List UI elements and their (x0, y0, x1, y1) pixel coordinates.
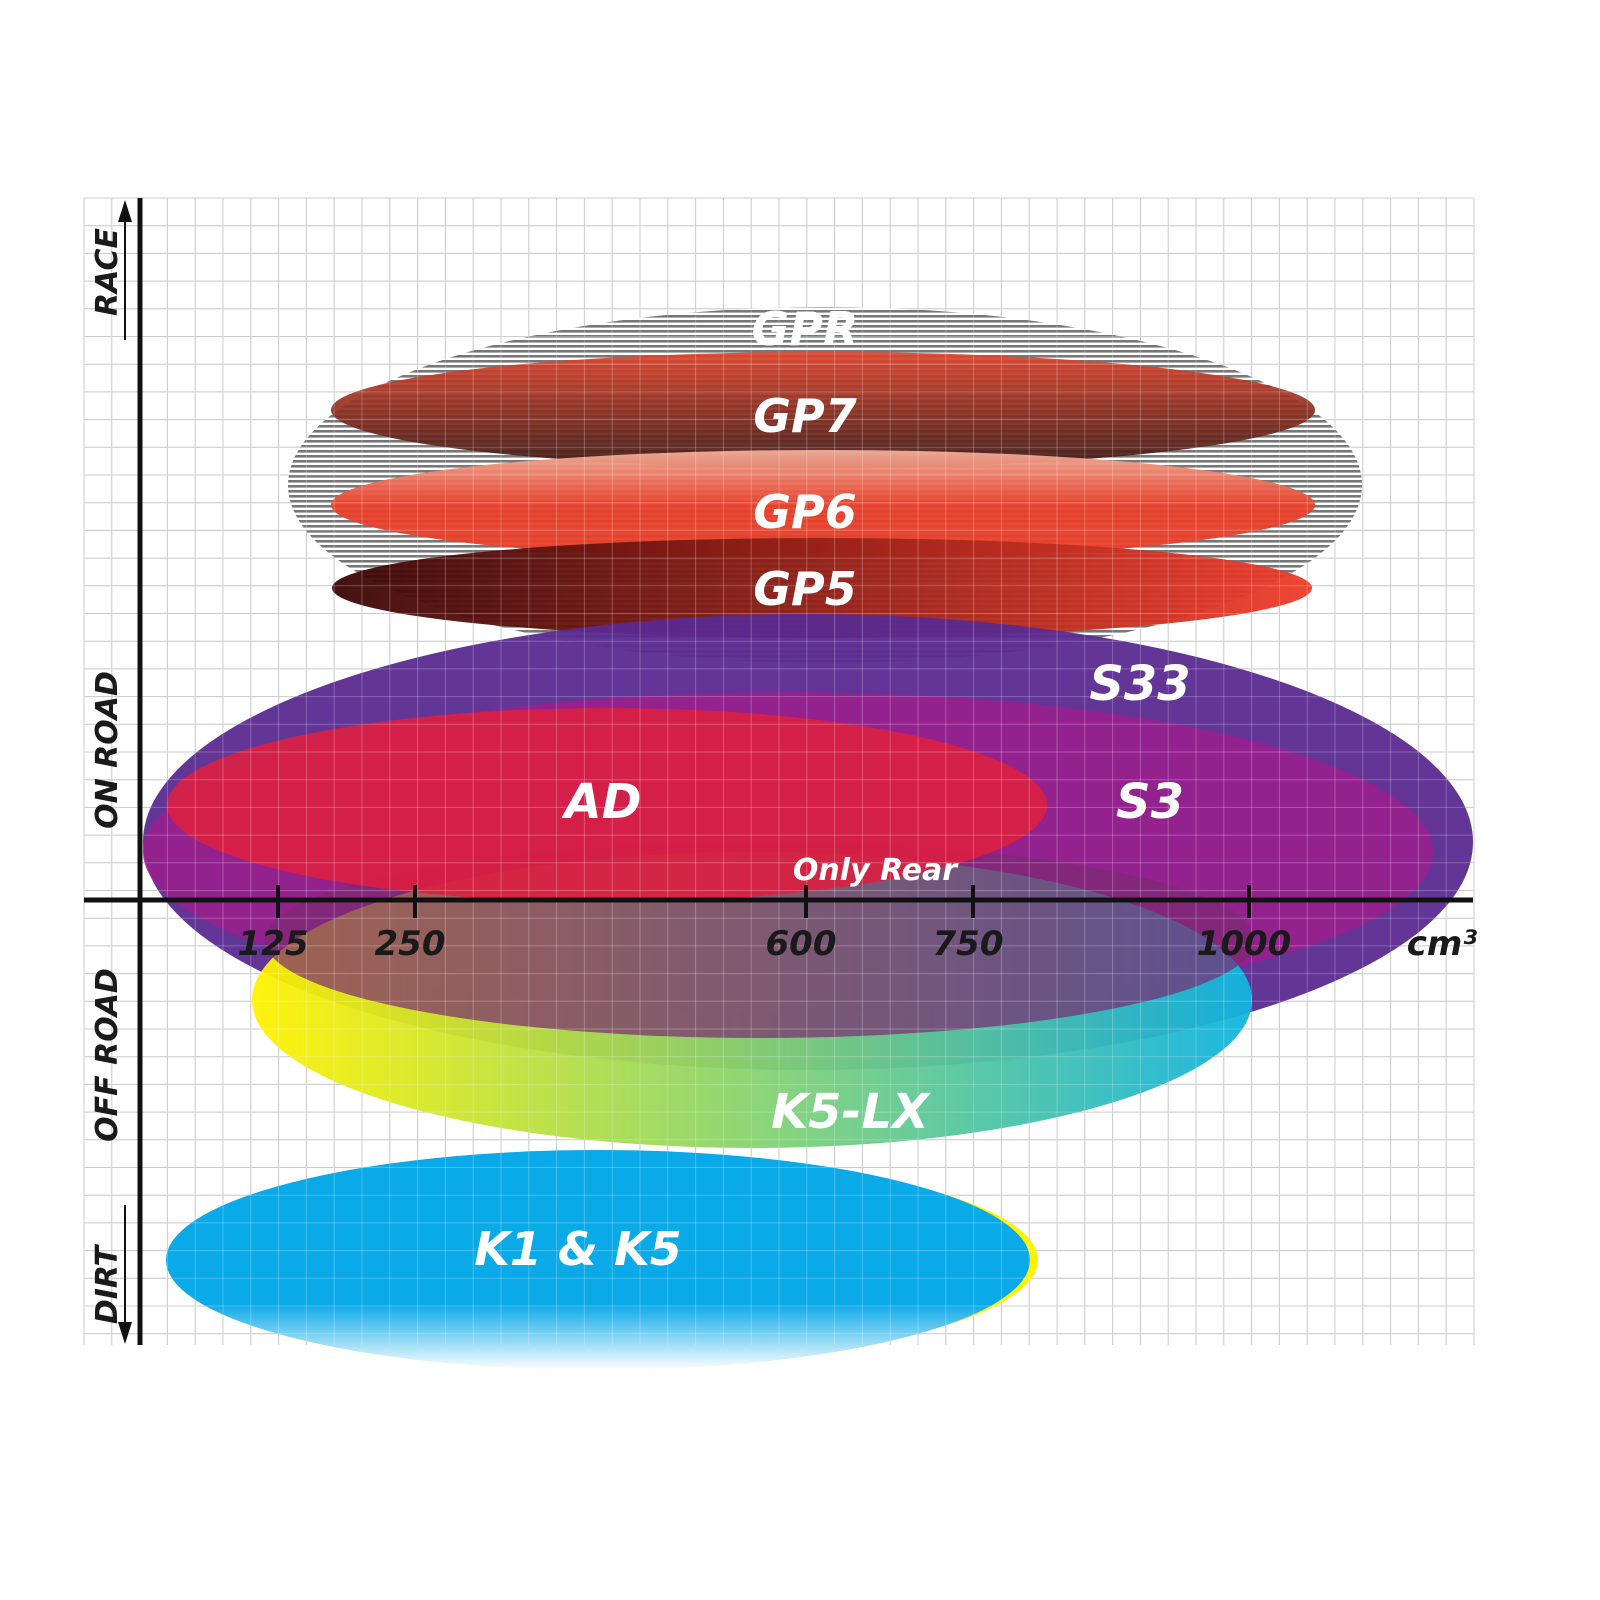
y-label-dirt: DIRT (90, 1243, 125, 1324)
y-label-race: RACE (90, 228, 125, 316)
gp5-label: GP5 (753, 562, 856, 616)
k1-k5-ellipse (166, 1150, 1030, 1370)
gp6-label: GP6 (753, 485, 856, 539)
tick-label: 125 (238, 924, 309, 964)
only-rear-label: Only Rear (793, 853, 959, 888)
gp5-ellipse (332, 538, 1312, 638)
x-unit-label: cm³ (1407, 924, 1478, 964)
down-arrow-icon (118, 1322, 132, 1344)
gp7-ellipse (331, 352, 1315, 468)
tick-label: 750 (933, 924, 1004, 964)
tick-label: 1000 (1197, 924, 1292, 964)
y-label-on-road: ON ROAD (90, 671, 125, 829)
gpr-label: GPR (752, 302, 859, 356)
s3-label: S3 (1116, 774, 1184, 830)
s33-label: S33 (1089, 656, 1190, 712)
k5-lx-label: K5-LX (771, 1084, 931, 1140)
ad-ellipse (167, 708, 1047, 902)
up-arrow-icon (118, 200, 132, 222)
gp7-label: GP7 (753, 389, 856, 443)
tick-label: 600 (766, 924, 837, 964)
k1-k5-label: K1 & K5 (474, 1222, 681, 1276)
y-label-off-road: OFF ROAD (90, 968, 125, 1142)
tick-label: 250 (375, 924, 446, 964)
gp6-ellipse (331, 450, 1315, 560)
axes (84, 198, 1473, 1345)
ad-label: AD (561, 774, 642, 830)
